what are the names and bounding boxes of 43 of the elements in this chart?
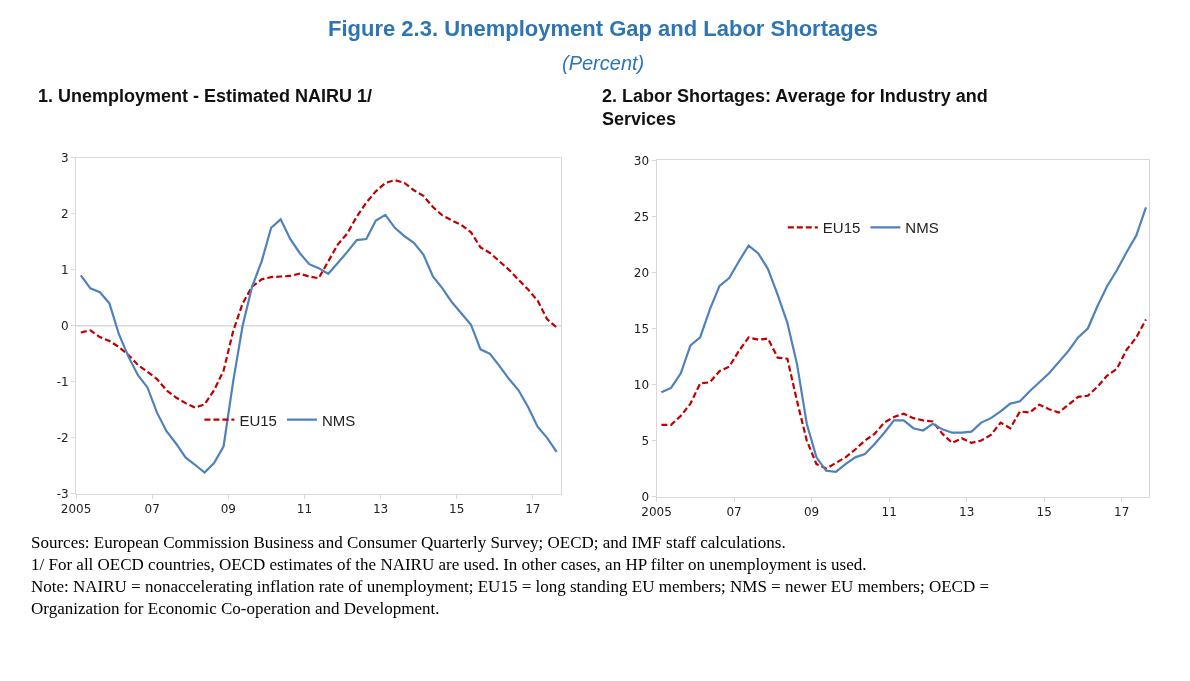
- y-tick-label: 0: [61, 319, 69, 334]
- legend-label: EU15: [822, 219, 861, 237]
- x-tick-label: 13: [372, 502, 389, 517]
- y-tick-label: 15: [633, 321, 650, 336]
- source-note: Sources: European Commission Business and Consumer Quarterly Survey; OECD; and IMF staff calculations.: [31, 533, 786, 552]
- y-tick-label: 1: [61, 263, 69, 277]
- y-tick-label: 5: [641, 433, 650, 448]
- y-tick-label: 30: [633, 153, 650, 168]
- caption: Figure 2.3. Unemployment Gap and Labor Shortages: [328, 16, 879, 41]
- legend-label: NMS: [321, 411, 356, 429]
- legend-label: NMS: [905, 219, 939, 237]
- line-series: [660, 206, 1148, 474]
- y-tick-label: 2: [61, 206, 69, 221]
- text: 1/ For all OECD countries, OECD estimates of the NAIRU are used. In other cases, an HP filter on unemployment is used.: [31, 555, 867, 575]
- x-tick-label: 07: [144, 502, 160, 517]
- text: (Percent): [562, 52, 645, 74]
- line-series: [79, 213, 558, 474]
- y-tick-label: 0: [641, 489, 650, 504]
- line-series: [79, 179, 558, 409]
- x-tick-label: 11: [296, 502, 313, 517]
- text: Note: NAIRU = nonaccelerating inflation rate of unemployment; EU15 = long standing EU members; NMS = newer EU members; OECD = Organization for Economic Co-operation and Development.: [31, 577, 990, 619]
- x-tick-label: 11: [881, 504, 897, 519]
- x-tick-label: 17: [1114, 504, 1130, 519]
- y-tick-label: 10: [633, 377, 650, 392]
- line-series: [660, 318, 1148, 470]
- y-tick-label: -1: [56, 375, 69, 390]
- x-tick-label: 07: [726, 504, 742, 519]
- x-tick-label: 09: [803, 504, 820, 519]
- x-tick-label: 15: [1036, 504, 1052, 519]
- x-tick-label: 13: [959, 504, 975, 519]
- y-tick-label: 3: [61, 150, 69, 165]
- y-tick-label: -2: [56, 431, 69, 446]
- y-tick-label: 25: [633, 209, 650, 224]
- x-tick-label: 2005: [641, 504, 672, 519]
- chart-title: 2. Labor Shortages: Average for Industry and Services: [602, 86, 988, 130]
- x-tick-label: 15: [449, 502, 465, 517]
- x-tick-label: 17: [525, 502, 541, 517]
- chart-title: 1. Unemployment - Estimated NAIRU 1/: [38, 86, 373, 106]
- legend-label: EU15: [239, 411, 277, 429]
- y-tick-label: -3: [56, 487, 69, 502]
- x-tick-label: 2005: [60, 502, 92, 517]
- x-tick-label: 09: [220, 502, 236, 517]
- y-tick-label: 20: [633, 265, 650, 280]
